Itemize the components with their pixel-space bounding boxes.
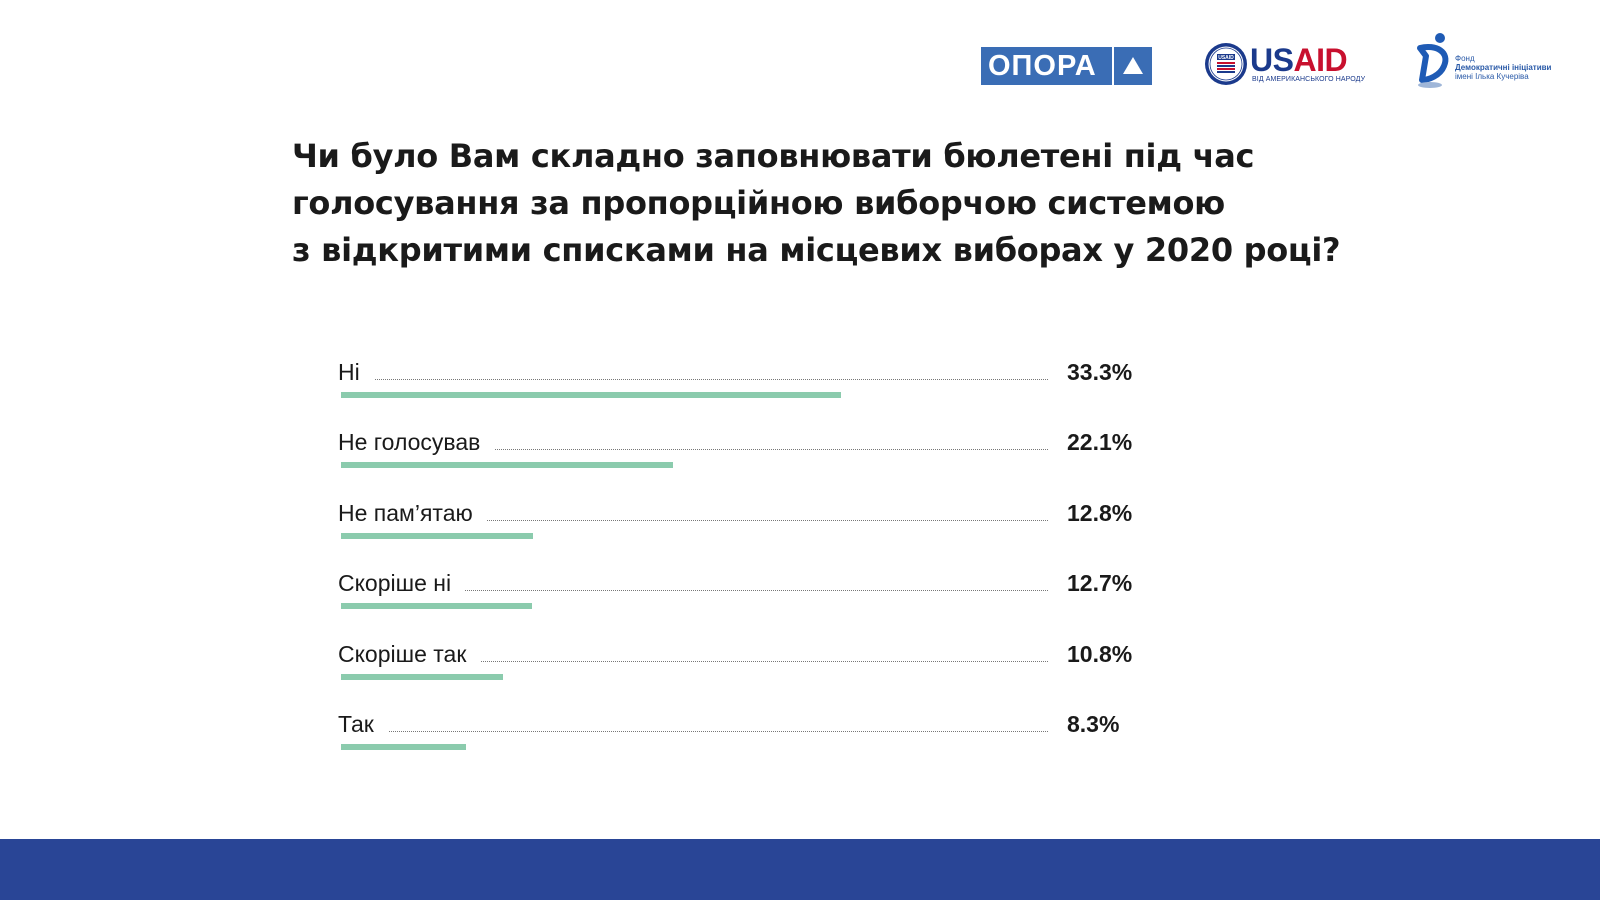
fdi-line-3: імені Ілька Кучеріва bbox=[1455, 72, 1529, 81]
bar-row: Не пам’ятаю 12.8% bbox=[338, 498, 1138, 539]
category-label: Ні bbox=[338, 358, 374, 386]
value-label: 10.8% bbox=[1067, 640, 1133, 667]
usaid-wordmark: USAID bbox=[1250, 42, 1348, 78]
fdi-logo: Фонд Демократичні ініціативи імені Ілька… bbox=[1410, 30, 1570, 92]
usaid-aid: AID bbox=[1293, 42, 1348, 78]
bar bbox=[341, 673, 503, 680]
category-label: Не голосував bbox=[338, 428, 495, 457]
bar bbox=[341, 744, 466, 750]
bar bbox=[341, 532, 533, 539]
category-label: Скоріше ні bbox=[338, 569, 466, 598]
category-label: Так bbox=[338, 710, 388, 738]
opora-logo-text: ОПОРА bbox=[981, 47, 1112, 85]
chart-title-line-1: Чи було Вам складно заповнювати бюлетені… bbox=[292, 137, 1255, 175]
fdi-line-1: Фонд bbox=[1455, 54, 1475, 63]
usaid-seal-icon: USAID bbox=[1205, 43, 1247, 85]
bar-row: Так 8.3% bbox=[338, 710, 1138, 750]
dotted-leader bbox=[338, 519, 1048, 521]
category-label: Скоріше так bbox=[338, 639, 481, 668]
fdi-person-icon bbox=[1417, 33, 1449, 88]
chart-title-line-2: голосування за пропорційною виборчою сис… bbox=[292, 184, 1225, 222]
value-label: 12.8% bbox=[1067, 499, 1133, 526]
category-label: Не пам’ятаю bbox=[338, 498, 487, 527]
opora-logo: ОПОРА bbox=[981, 47, 1152, 85]
value-label: 8.3% bbox=[1067, 711, 1120, 737]
dotted-leader bbox=[338, 660, 1048, 662]
usaid-tagline: ВІД АМЕРИКАНСЬКОГО НАРОДУ bbox=[1252, 76, 1366, 83]
bar-row: Не голосував 22.1% bbox=[338, 428, 1138, 469]
fdi-logo-text: Фонд Демократичні ініціативи імені Ілька… bbox=[1455, 54, 1551, 81]
bar-row: Скоріше так 10.8% bbox=[338, 639, 1138, 680]
bar bbox=[341, 603, 532, 610]
chart-title-line-3: з відкритими списками на місцевих вибора… bbox=[292, 231, 1341, 269]
usaid-us: US bbox=[1250, 42, 1294, 78]
dotted-leader bbox=[338, 731, 1048, 732]
dotted-leader bbox=[338, 449, 1048, 451]
value-label: 22.1% bbox=[1067, 429, 1133, 456]
usaid-logo: USAID USAID ВІД АМЕРИКАНСЬКОГО НАРОДУ bbox=[1204, 42, 1365, 88]
footer-band bbox=[0, 839, 1600, 900]
bar-row: Скоріше ні 12.7% bbox=[338, 569, 1138, 610]
fdi-line-2: Демократичні ініціативи bbox=[1455, 63, 1552, 72]
opora-triangle-icon bbox=[1114, 47, 1152, 85]
usaid-seal-text: USAID bbox=[1218, 55, 1234, 61]
dotted-leader bbox=[338, 379, 1048, 380]
dotted-leader bbox=[338, 590, 1048, 592]
chart-title: Чи було Вам складно заповнювати бюлетені… bbox=[292, 133, 1352, 274]
bar bbox=[341, 392, 841, 398]
value-label: 12.7% bbox=[1067, 570, 1133, 597]
bar-row: Ні 33.3% bbox=[338, 358, 1138, 398]
value-label: 33.3% bbox=[1067, 359, 1133, 385]
bar bbox=[341, 462, 673, 469]
